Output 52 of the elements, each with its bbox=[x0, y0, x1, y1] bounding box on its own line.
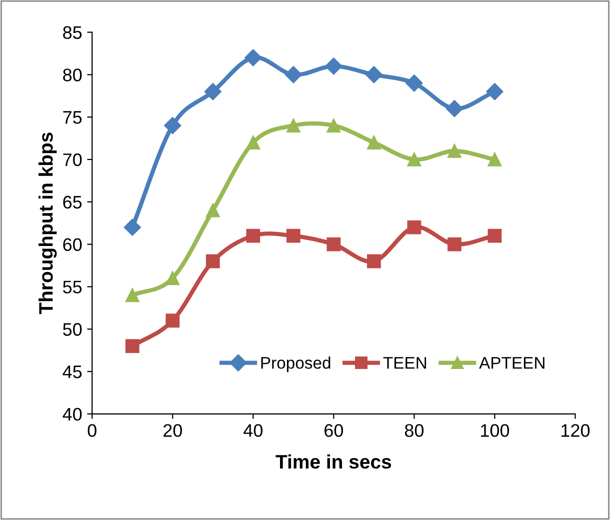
y-tick-label: 85 bbox=[63, 26, 82, 39]
point bbox=[286, 118, 300, 132]
y-tick-label: 65 bbox=[63, 196, 82, 209]
x-axis-title: Time in secs bbox=[276, 454, 392, 469]
point bbox=[246, 136, 260, 150]
y-tick-label: 55 bbox=[63, 280, 82, 294]
point bbox=[407, 152, 422, 166]
y-tick-label: 50 bbox=[63, 323, 82, 336]
legend-label: TEEN bbox=[383, 357, 426, 369]
point bbox=[166, 271, 180, 286]
legend-label: Proposed bbox=[261, 356, 330, 372]
point bbox=[488, 228, 502, 243]
y-tick-label: 70 bbox=[63, 153, 82, 166]
point bbox=[164, 116, 182, 134]
point bbox=[448, 144, 462, 158]
x-tick-label: 20 bbox=[164, 424, 182, 437]
point bbox=[365, 66, 382, 84]
point bbox=[407, 220, 422, 234]
x-tick-label: 120 bbox=[562, 424, 590, 437]
y-axis-title: Throughput in kbps bbox=[38, 132, 57, 314]
y-tick-label: 40 bbox=[62, 408, 82, 421]
point bbox=[366, 254, 381, 268]
point bbox=[246, 228, 260, 243]
point bbox=[125, 339, 140, 354]
point bbox=[325, 58, 342, 75]
point bbox=[204, 83, 222, 100]
point bbox=[125, 288, 140, 302]
y-tick-label: 60 bbox=[63, 238, 82, 252]
point bbox=[326, 118, 341, 132]
point bbox=[286, 228, 300, 243]
x-tick-label: 60 bbox=[324, 424, 344, 437]
point bbox=[206, 203, 220, 218]
point bbox=[488, 152, 502, 166]
point bbox=[244, 49, 262, 66]
y-tick-label: 80 bbox=[63, 68, 82, 82]
point bbox=[206, 254, 220, 268]
point bbox=[446, 100, 463, 118]
x-tick-label: 100 bbox=[481, 424, 510, 437]
point bbox=[124, 218, 141, 236]
point bbox=[366, 136, 381, 150]
x-tick-label: 40 bbox=[244, 424, 262, 437]
point bbox=[406, 74, 423, 92]
y-tick-label: 75 bbox=[63, 111, 82, 124]
point bbox=[284, 66, 302, 84]
x-tick-label: 0 bbox=[88, 424, 96, 437]
point bbox=[486, 83, 504, 100]
point bbox=[326, 237, 341, 252]
x-tick-label: 80 bbox=[404, 424, 424, 437]
legend-label: APTEEN bbox=[479, 357, 544, 369]
point bbox=[166, 314, 180, 328]
y-tick-label: 45 bbox=[62, 366, 82, 378]
point bbox=[448, 237, 462, 252]
